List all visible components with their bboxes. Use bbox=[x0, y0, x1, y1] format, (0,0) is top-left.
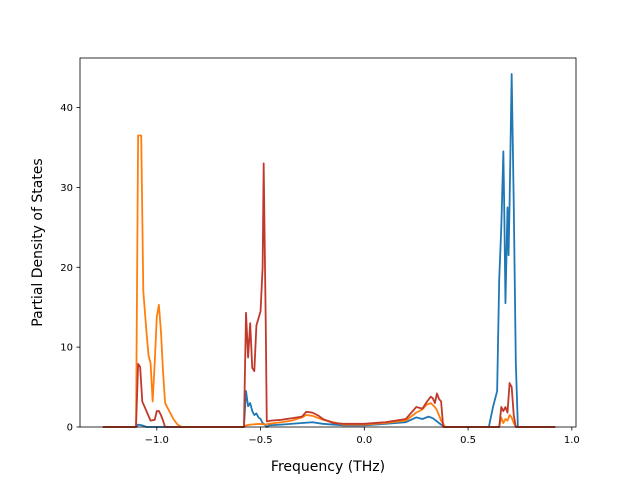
x-tick-label: −1.0 bbox=[145, 435, 169, 446]
x-tick-label: 0.0 bbox=[356, 435, 372, 446]
y-tick-label: 20 bbox=[60, 263, 73, 274]
x-tick-label: −0.5 bbox=[248, 435, 272, 446]
y-tick-label: 0 bbox=[67, 423, 73, 434]
y-axis-title: Partial Density of States bbox=[30, 158, 46, 326]
plot-frame bbox=[79, 57, 577, 428]
x-axis-ticks: −1.0 −0.5 0.0 0.5 1.0 bbox=[145, 427, 580, 446]
x-axis-title: Frequency (THz) bbox=[271, 459, 385, 475]
x-tick-label: 1.0 bbox=[564, 435, 580, 446]
y-axis-ticks: 0 10 20 30 40 bbox=[60, 103, 80, 434]
y-tick-label: 30 bbox=[60, 183, 73, 194]
y-tick-label: 10 bbox=[60, 343, 73, 354]
y-tick-label: 40 bbox=[60, 103, 73, 114]
x-tick-label: 0.5 bbox=[460, 435, 476, 446]
